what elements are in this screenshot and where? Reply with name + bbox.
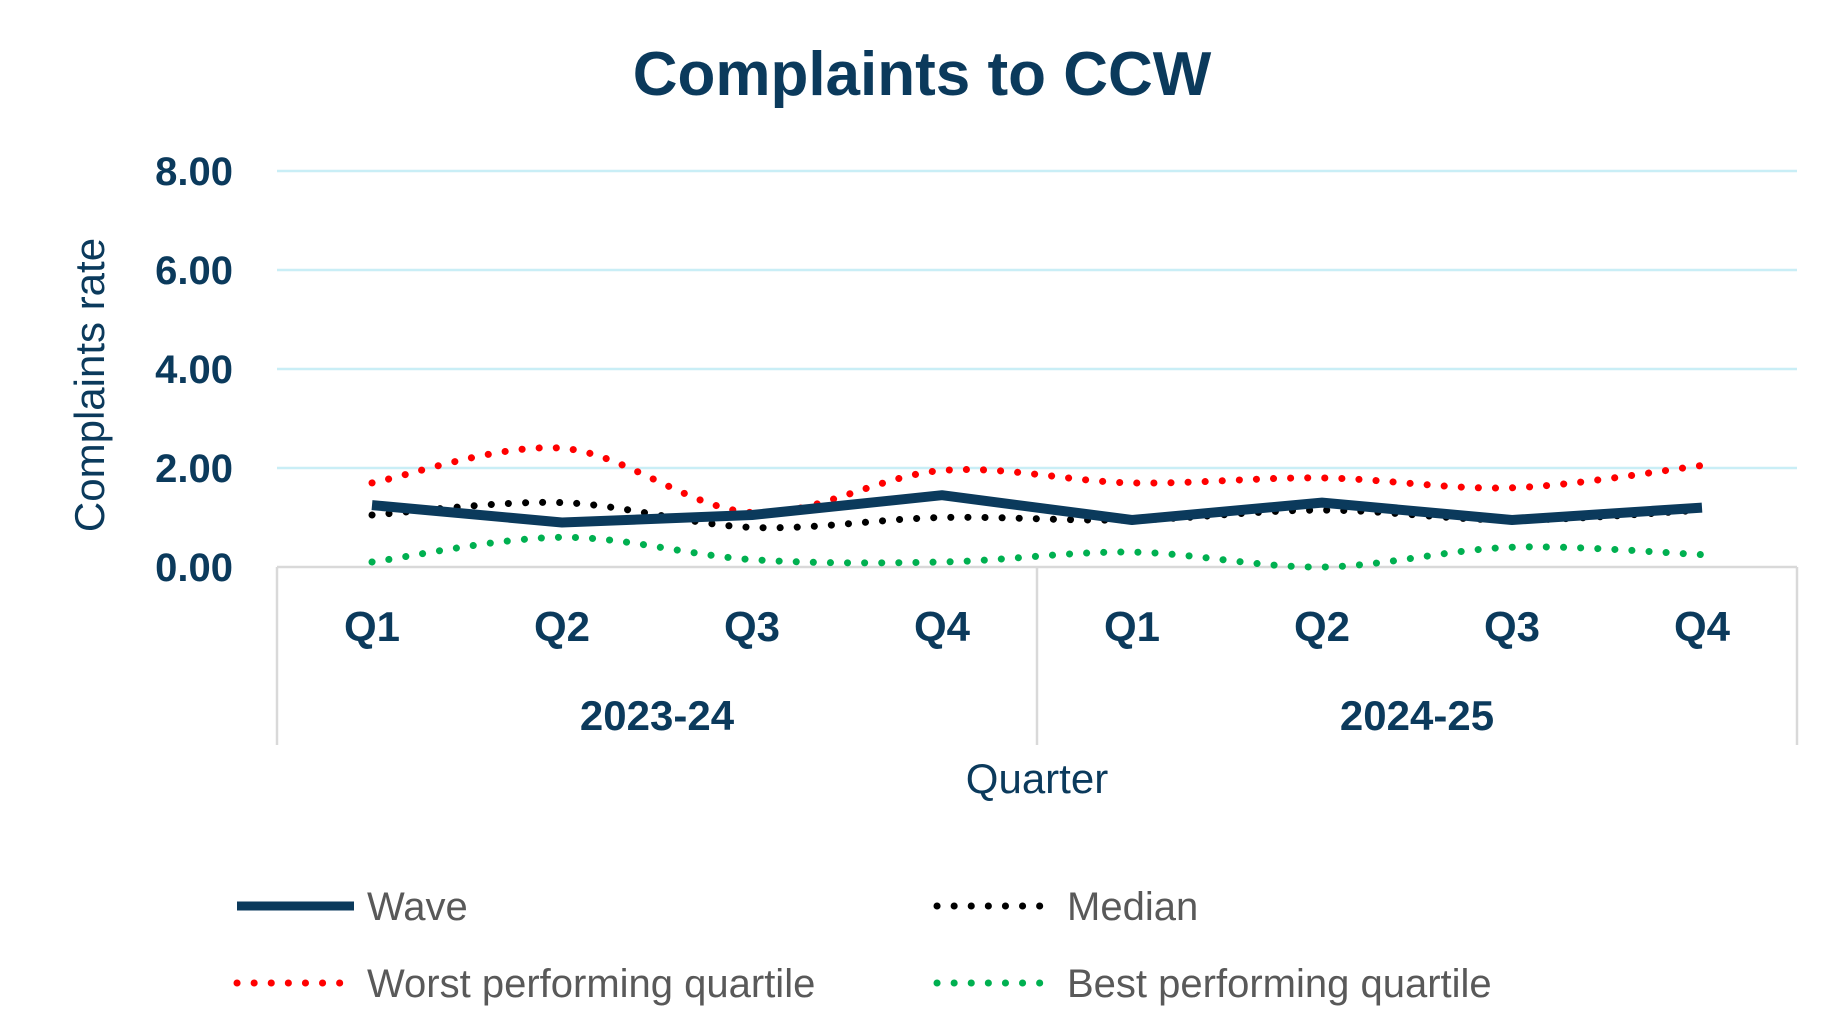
series-wave-line <box>371 490 1703 528</box>
x-axis-groups: 2023-24 2024-25 <box>580 692 1494 739</box>
y-axis-label: Complaints rate <box>66 238 113 532</box>
category-axis <box>275 565 1799 745</box>
x-tick-label: Q1 <box>1104 603 1160 650</box>
y-tick-label: 0.00 <box>155 546 233 590</box>
y-tick-label: 6.00 <box>155 249 233 293</box>
x-axis-ticks: Q1 Q2 Q3 Q4 Q1 Q2 Q3 Q4 <box>344 603 1731 650</box>
x-tick-label: Q2 <box>534 603 590 650</box>
y-tick-label: 8.00 <box>155 150 233 194</box>
x-tick-label: Q2 <box>1294 603 1350 650</box>
legend-label-worst-performing-quartile: Worst performing quartile <box>367 962 815 1006</box>
x-axis-label: Quarter <box>966 755 1108 802</box>
x-group-label: 2023-24 <box>580 692 735 739</box>
y-axis-ticks: 0.00 2.00 4.00 6.00 8.00 <box>155 150 233 590</box>
x-group-label: 2024-25 <box>1340 692 1494 739</box>
legend-label-best-performing-quartile: Best performing quartile <box>1067 962 1492 1006</box>
y-tick-label: 4.00 <box>155 348 233 392</box>
series-median-line <box>368 498 1706 532</box>
gridlines <box>277 169 1797 470</box>
x-tick-label: Q3 <box>724 603 780 650</box>
series-worst-performing-quartile-line <box>368 444 1706 517</box>
y-tick-label: 2.00 <box>155 447 233 491</box>
series-best-performing-quartile-line <box>368 533 1706 571</box>
x-tick-label: Q4 <box>914 603 971 650</box>
x-tick-label: Q3 <box>1484 603 1540 650</box>
x-tick-label: Q1 <box>344 603 400 650</box>
series-lines <box>368 444 1706 571</box>
x-tick-label: Q4 <box>1674 603 1731 650</box>
legend: Wave Median Worst performing quartile Best … <box>233 885 1492 1006</box>
chart-title: Complaints to CCW <box>633 40 1212 109</box>
legend-label-wave: Wave <box>367 885 468 929</box>
legend-label-median: Median <box>1067 885 1198 929</box>
